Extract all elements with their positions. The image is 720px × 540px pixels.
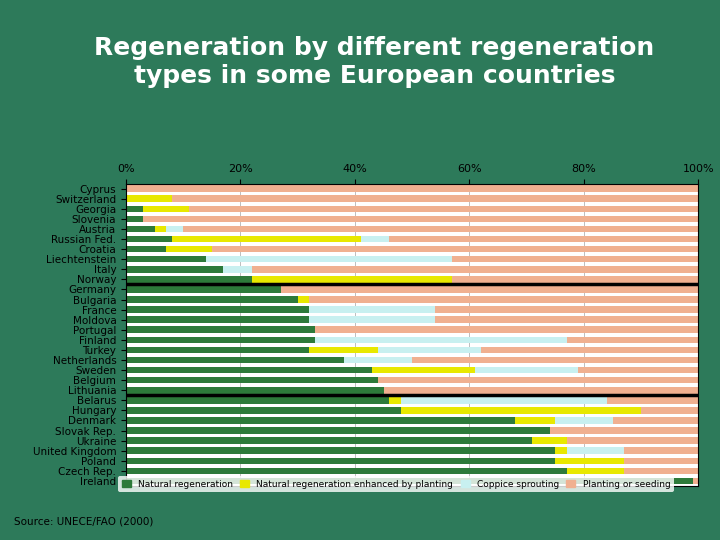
Bar — [189, 206, 698, 212]
Bar — [372, 367, 475, 373]
Bar — [126, 316, 309, 323]
Bar — [624, 468, 698, 474]
Bar — [481, 347, 698, 353]
Bar — [298, 296, 309, 303]
Bar — [126, 306, 309, 313]
Bar — [183, 226, 698, 232]
Bar — [390, 397, 401, 403]
Bar — [126, 215, 143, 222]
Bar — [516, 417, 555, 424]
Bar — [126, 417, 516, 424]
Bar — [309, 347, 378, 353]
Bar — [435, 316, 698, 323]
Bar — [126, 296, 298, 303]
Text: Source: UNECE/FAO (2000): Source: UNECE/FAO (2000) — [14, 516, 154, 526]
Bar — [126, 407, 401, 414]
Bar — [223, 266, 252, 273]
Bar — [401, 407, 642, 414]
Bar — [166, 226, 183, 232]
Bar — [613, 417, 698, 424]
Bar — [252, 276, 452, 282]
Bar — [126, 327, 315, 333]
Bar — [126, 457, 555, 464]
Bar — [361, 236, 390, 242]
Bar — [126, 276, 252, 282]
Bar — [412, 357, 698, 363]
Bar — [567, 448, 624, 454]
Bar — [143, 215, 698, 222]
Bar — [309, 296, 698, 303]
Bar — [172, 236, 361, 242]
Bar — [126, 226, 155, 232]
Bar — [126, 387, 384, 394]
Bar — [315, 336, 567, 343]
Bar — [384, 387, 698, 394]
Bar — [435, 306, 698, 313]
Bar — [641, 407, 698, 414]
Bar — [567, 468, 624, 474]
Bar — [126, 266, 223, 273]
Bar — [126, 206, 143, 212]
Bar — [555, 417, 613, 424]
Bar — [567, 437, 698, 444]
Bar — [126, 397, 390, 403]
Bar — [126, 286, 281, 293]
Bar — [549, 427, 698, 434]
Bar — [126, 236, 172, 242]
Bar — [126, 185, 698, 192]
Bar — [567, 336, 698, 343]
Text: EUROPEAN  FOREST  INSTITUTE: EUROPEAN FOREST INSTITUTE — [495, 514, 706, 526]
Bar — [126, 468, 567, 474]
Bar — [126, 448, 555, 454]
Bar — [281, 286, 698, 293]
Bar — [624, 448, 698, 454]
Bar — [378, 347, 481, 353]
Bar — [206, 256, 452, 262]
Bar — [166, 246, 212, 252]
Bar — [252, 266, 698, 273]
Bar — [126, 256, 206, 262]
Bar — [309, 306, 435, 313]
Bar — [475, 367, 578, 373]
Bar — [607, 397, 698, 403]
Bar — [378, 377, 698, 383]
Bar — [578, 367, 698, 373]
Bar — [212, 246, 698, 252]
Bar — [693, 478, 698, 484]
Bar — [343, 357, 412, 363]
Bar — [126, 377, 378, 383]
Bar — [126, 367, 372, 373]
Bar — [126, 336, 315, 343]
Bar — [126, 195, 172, 202]
Bar — [126, 478, 693, 484]
Legend: Natural regeneration, Natural regeneration enhanced by planting, Coppice sprouti: Natural regeneration, Natural regenerati… — [118, 476, 674, 492]
Bar — [555, 457, 624, 464]
Bar — [126, 347, 309, 353]
Bar — [172, 195, 698, 202]
Bar — [309, 316, 435, 323]
Bar — [452, 276, 698, 282]
Bar — [126, 437, 532, 444]
Bar — [452, 256, 698, 262]
Bar — [401, 397, 607, 403]
Bar — [555, 448, 567, 454]
Bar — [315, 327, 698, 333]
Bar — [155, 226, 166, 232]
Bar — [390, 236, 698, 242]
Bar — [126, 427, 549, 434]
Bar — [126, 246, 166, 252]
Bar — [143, 206, 189, 212]
Bar — [532, 437, 567, 444]
Text: Regeneration by different regeneration
types in some European countries: Regeneration by different regeneration t… — [94, 36, 654, 88]
Bar — [624, 457, 698, 464]
Bar — [126, 357, 343, 363]
